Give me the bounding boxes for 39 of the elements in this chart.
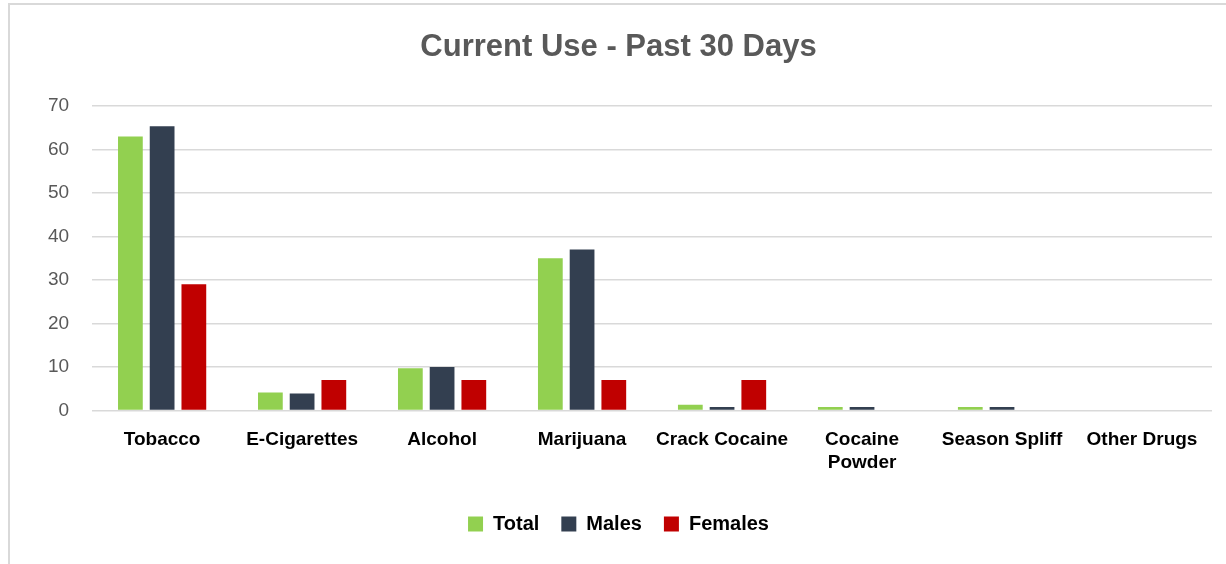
- bar: [677, 404, 703, 410]
- legend-label: Males: [586, 511, 642, 534]
- y-tick-label: 70: [47, 94, 70, 116]
- y-tick-label: 40: [47, 224, 70, 246]
- bar: [957, 406, 983, 410]
- x-tick-label: Marijuana: [537, 428, 627, 450]
- bar: [741, 379, 767, 410]
- y-tick-label: 20: [47, 311, 70, 333]
- y-tick-label: 60: [47, 137, 70, 159]
- x-tick-label: E-Cigarettes: [246, 428, 359, 450]
- bar: [429, 366, 455, 410]
- bar: [149, 126, 175, 410]
- bar: [537, 258, 563, 410]
- bar: [397, 368, 423, 410]
- x-tick-label: Alcohol: [407, 428, 477, 450]
- legend-label: Females: [688, 511, 769, 534]
- x-tick-label: Season Spliff: [941, 428, 1063, 450]
- bar: [289, 393, 315, 410]
- bar: [258, 392, 283, 410]
- bar: [849, 406, 875, 410]
- x-tick-label: Other Drugs: [1086, 428, 1198, 450]
- x-tick-label: Crack Cocaine: [656, 428, 789, 450]
- bar: [817, 406, 843, 410]
- y-tick-label: 10: [47, 355, 70, 377]
- x-tick-label: Tobacco: [123, 428, 201, 450]
- legend-label: Total: [493, 511, 540, 534]
- y-tick-label: 30: [47, 268, 70, 290]
- bar: [181, 284, 207, 410]
- bar: [989, 406, 1015, 410]
- bar: [601, 379, 627, 410]
- x-tick-label: Cocaine Powder: [825, 428, 899, 472]
- bar: [461, 379, 487, 410]
- bar: [118, 136, 143, 410]
- y-tick-label: 0: [58, 398, 70, 420]
- y-tick-label: 50: [47, 181, 70, 203]
- bar: [709, 406, 735, 410]
- bar: [321, 379, 347, 410]
- chart-title: Current Use - Past 30 Days: [420, 28, 817, 64]
- bar: [569, 249, 595, 410]
